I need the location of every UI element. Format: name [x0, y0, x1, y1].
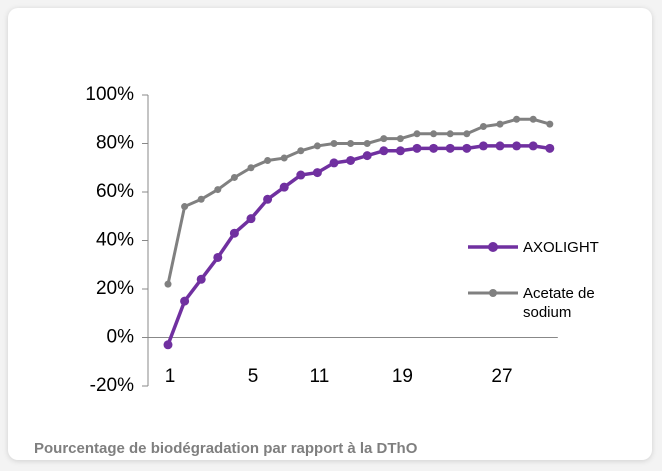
point [513, 115, 521, 123]
point [545, 143, 555, 153]
y-tick-label: 20% [96, 278, 134, 299]
x-tick-label: 1 [165, 366, 176, 387]
point [196, 274, 206, 284]
point [164, 280, 172, 288]
point [430, 130, 438, 138]
point [246, 214, 256, 224]
caption: Pourcentage de biodégradation par rappor… [34, 440, 418, 457]
point [529, 115, 537, 123]
point [512, 141, 522, 151]
point [362, 151, 372, 161]
point [296, 170, 306, 180]
point [396, 135, 404, 143]
point [263, 194, 273, 204]
point [180, 296, 190, 306]
x-tick-label: 19 [392, 366, 413, 387]
point [478, 141, 488, 151]
point [412, 143, 422, 153]
point [463, 130, 471, 138]
point [380, 135, 388, 143]
x-tick-label: 27 [491, 366, 512, 387]
point [297, 147, 305, 155]
point [446, 130, 454, 138]
y-tick-label: 0% [107, 327, 135, 348]
y-tick-label: 80% [96, 133, 134, 154]
point [313, 142, 321, 150]
point [330, 140, 338, 147]
point [429, 143, 439, 153]
y-tick-label: 60% [96, 181, 134, 202]
point [247, 164, 255, 172]
point [213, 252, 223, 262]
point [413, 130, 421, 138]
point [479, 123, 487, 131]
point [462, 143, 472, 153]
point [163, 340, 173, 350]
point [280, 154, 288, 162]
point [346, 155, 356, 165]
series-line [166, 117, 551, 285]
point [181, 203, 189, 211]
legend-label: AXOLIGHT [523, 239, 599, 256]
card [8, 8, 652, 460]
point [214, 186, 222, 194]
point [197, 195, 205, 203]
point [546, 120, 554, 128]
point [347, 140, 355, 147]
x-tick-label: 11 [310, 366, 330, 387]
point [395, 146, 405, 156]
point [329, 158, 339, 168]
point [230, 173, 238, 181]
point [312, 168, 322, 178]
point [496, 120, 504, 128]
point [445, 143, 455, 153]
point [279, 182, 289, 192]
point [495, 141, 505, 151]
y-tick-label: 40% [96, 230, 134, 251]
y-tick-label: 100% [85, 84, 134, 105]
legend-label: Acetate de sodium [523, 285, 595, 321]
y-tick-label: -20% [90, 375, 134, 396]
point [229, 228, 239, 238]
point [379, 146, 389, 156]
point [528, 141, 538, 151]
x-tick-label: 5 [248, 366, 259, 387]
legend-marker [488, 242, 498, 252]
legend-marker [489, 289, 497, 297]
point [264, 156, 272, 164]
point [363, 140, 371, 147]
